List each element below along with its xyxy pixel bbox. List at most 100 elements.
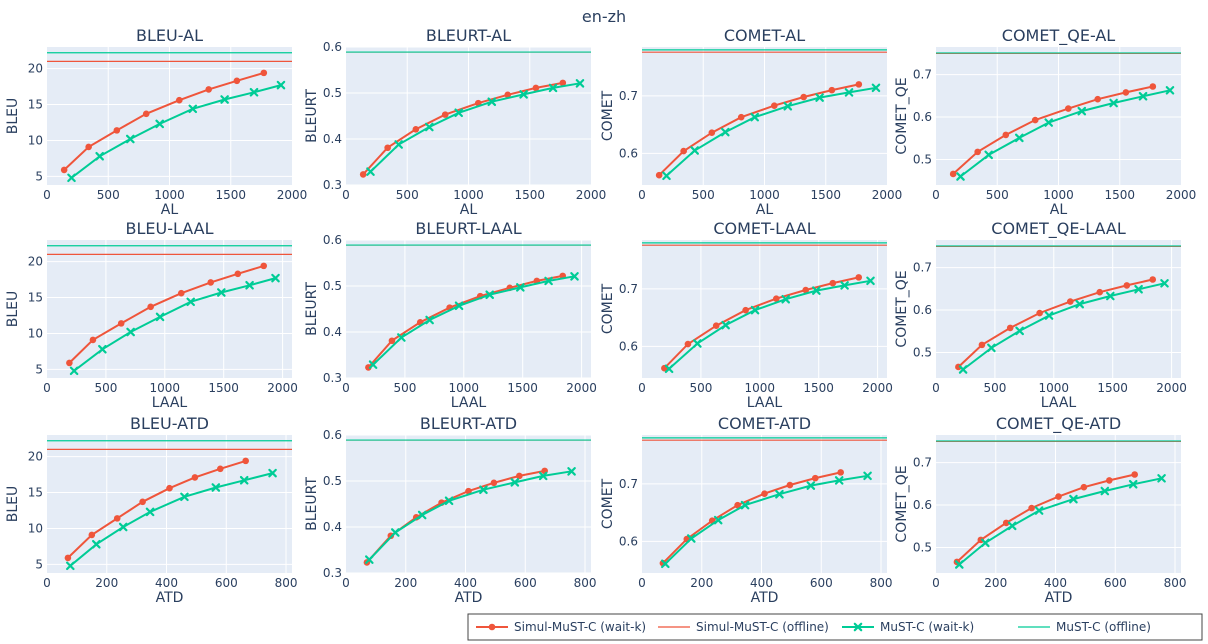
data-point-x [155, 312, 165, 322]
subplot-bleu-al: 0 500 1000 1500 2000 5 10 15 20 BLEU-AL AL BLEU [5, 26, 307, 218]
y-axis-label: BLEU [5, 486, 21, 523]
data-point-x [268, 468, 277, 478]
data-point-dot [359, 171, 367, 178]
data-point-x [1069, 494, 1078, 504]
y-axis-label: COMET_QE [894, 77, 910, 154]
data-point-x [271, 273, 280, 283]
data-point-x [987, 343, 996, 353]
y-tick-label: 15 [28, 486, 43, 500]
x-tick-label: 0 [43, 381, 51, 395]
y-axis-label: COMET [600, 478, 616, 529]
plot-area [47, 240, 292, 378]
x-axis-label: LAAL [1041, 395, 1077, 411]
legend-item[interactable]: Simul-MuST-C (offline) [658, 620, 829, 634]
y-tick-label: 5 [35, 169, 43, 183]
x-tick-label: 500 [986, 188, 1009, 202]
x-tick-label: 2000 [576, 188, 607, 202]
data-point-x [1077, 106, 1087, 116]
data-point-dot [504, 91, 512, 99]
subplot-comet_qe-laal: 0 500 1000 1500 2000 0.5 0.6 0.7 COMET_QE-LAAL LA… [894, 219, 1187, 411]
subplot-title: BLEU-AL [136, 26, 203, 45]
data-point-x [1160, 279, 1169, 288]
y-tick-label: 0.5 [913, 541, 932, 555]
data-point-dot [1055, 493, 1062, 500]
legend-item[interactable]: Simul-MuST-C (wait-k) [476, 620, 646, 634]
data-point-x [984, 150, 993, 160]
data-point-dot [1122, 89, 1130, 96]
data-point-dot [1105, 477, 1113, 484]
data-point-dot [388, 337, 396, 345]
data-point-x [485, 290, 495, 300]
data-point-dot [655, 171, 663, 179]
data-point-x [519, 90, 528, 99]
data-point-dot [191, 474, 199, 481]
x-tick-label: 200 [95, 576, 118, 590]
data-point-dot [734, 501, 741, 509]
series-line [372, 275, 575, 366]
legend: Simul-MuST-C (wait-k) Simul-MuST-C (offli… [467, 613, 1203, 641]
y-tick-label: 5 [35, 557, 43, 571]
data-point-dot [64, 554, 72, 562]
y-axis-label: BLEURT [304, 282, 320, 336]
x-tick-label: 2000 [872, 188, 903, 202]
data-point-dot [89, 336, 97, 344]
data-point-x [180, 492, 189, 502]
data-point-x [425, 315, 434, 325]
y-tick-label: 0.5 [913, 153, 932, 167]
series-line [368, 470, 572, 561]
data-point-x [1034, 506, 1044, 515]
data-point-dot [737, 113, 745, 121]
data-point-x [806, 481, 816, 490]
data-point-x [95, 151, 104, 161]
x-tick-label: 0 [43, 576, 51, 590]
y-tick-label: 0.3 [323, 178, 342, 192]
data-point-x [871, 83, 881, 93]
series-line [956, 473, 1135, 563]
data-point-dot [532, 84, 540, 92]
y-tick-label: 0.7 [619, 89, 638, 103]
legend-item[interactable]: MuST-C (offline) [1018, 620, 1151, 634]
x-tick-label: 500 [692, 188, 715, 202]
x-tick-label: 200 [984, 576, 1007, 590]
x-axis-label: LAAL [152, 395, 188, 411]
data-point-x [368, 360, 378, 369]
y-axis-label: COMET_QE [894, 270, 910, 347]
data-point-dot [166, 484, 173, 492]
series-line [959, 89, 1171, 178]
data-point-x [249, 87, 259, 97]
data-point-x [66, 561, 75, 571]
data-point-dot [680, 147, 687, 155]
data-point-x [397, 333, 406, 342]
data-point-x [454, 108, 463, 118]
data-point-x [366, 167, 375, 176]
data-point-dot [1123, 282, 1131, 289]
data-point-dot [837, 469, 844, 476]
data-point-x [118, 522, 128, 532]
legend-item[interactable]: MuST-C (wait-k) [842, 620, 974, 634]
legend-box [467, 613, 1203, 641]
data-point-x [1106, 291, 1115, 301]
data-point-dot [974, 148, 981, 156]
data-point-x [783, 101, 793, 111]
x-tick-label: 0 [638, 381, 646, 395]
x-axis-label: AL [1050, 202, 1068, 218]
data-point-x [662, 171, 671, 181]
data-point-x [126, 327, 135, 337]
data-point-x [1100, 486, 1110, 496]
series-line [658, 83, 860, 176]
x-axis-label: ATD [751, 590, 779, 606]
y-tick-label: 0.7 [913, 68, 932, 82]
x-axis-label: ATD [1045, 590, 1073, 606]
series-line [73, 277, 276, 372]
data-point-x [575, 79, 585, 88]
data-point-x [394, 140, 403, 149]
data-point-x [239, 475, 249, 485]
legend-marker-x [853, 622, 863, 632]
x-tick-label: 400 [454, 576, 477, 590]
x-tick-label: 2000 [566, 381, 597, 395]
series-line [68, 264, 264, 364]
x-tick-label: 1000 [745, 381, 776, 395]
data-point-dot [742, 306, 749, 314]
y-tick-label: 0.5 [323, 474, 342, 488]
data-point-x [544, 276, 553, 286]
